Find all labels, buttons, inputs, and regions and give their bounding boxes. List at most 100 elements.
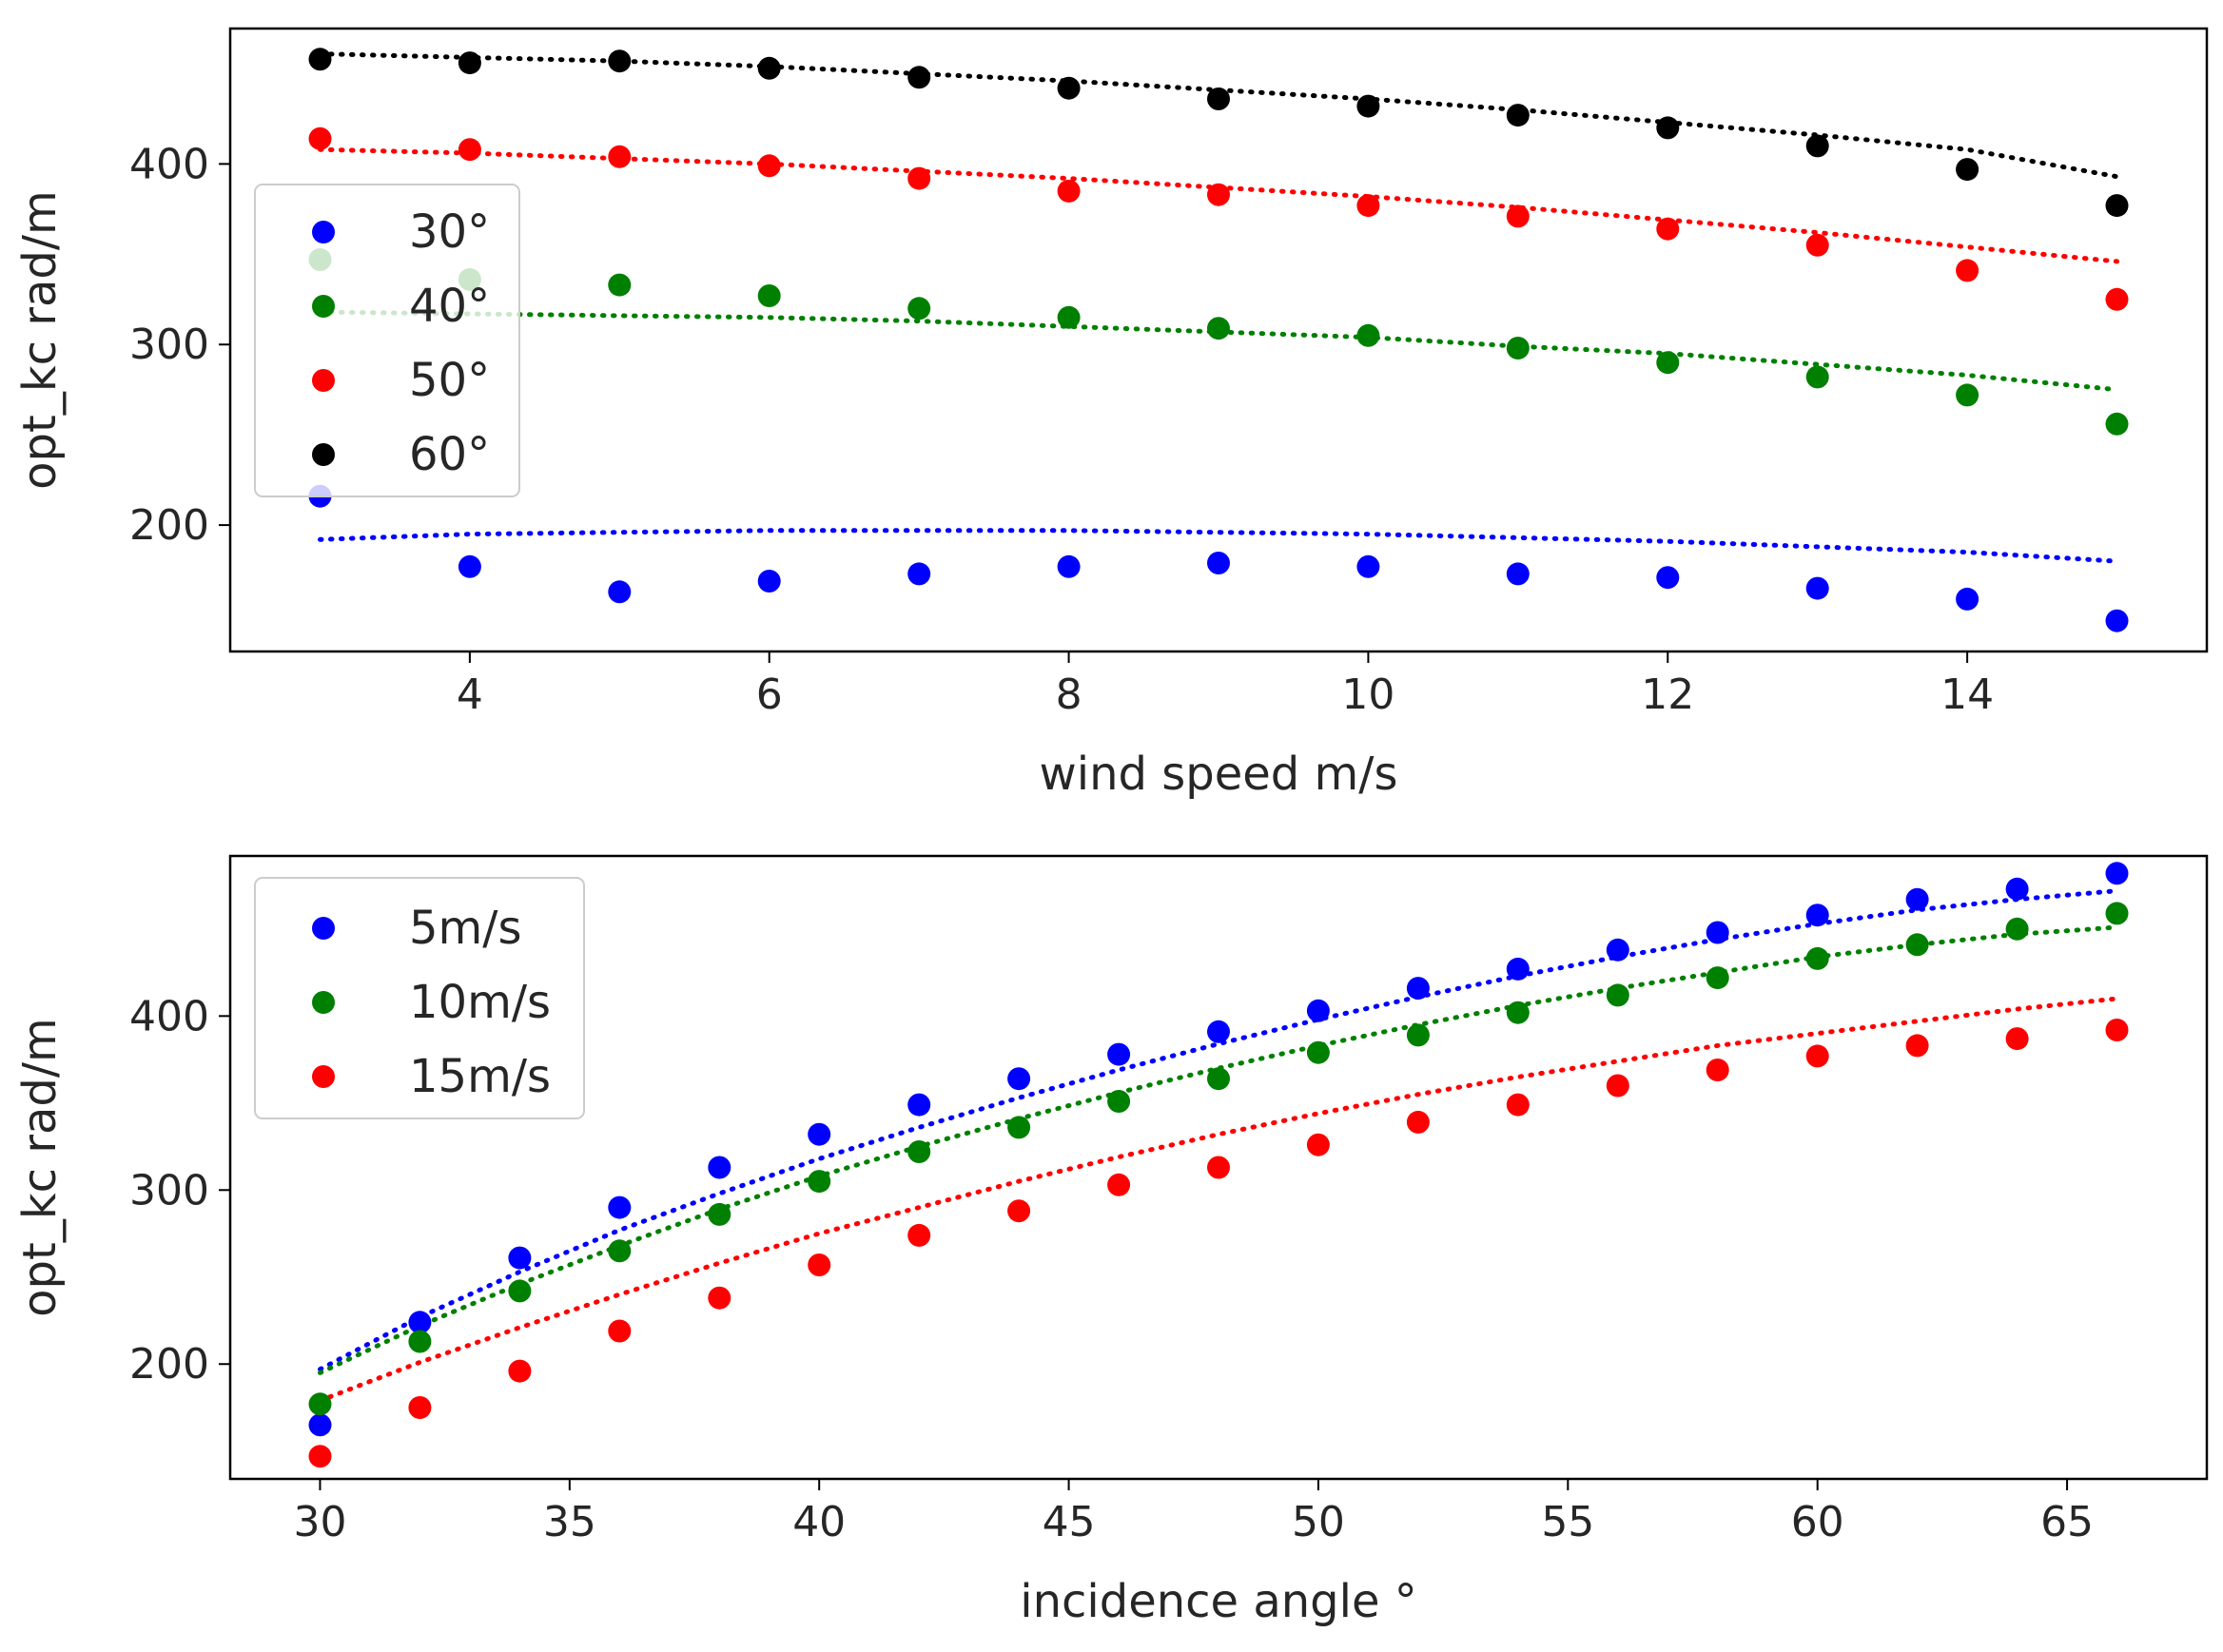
data-point bbox=[1805, 576, 1829, 600]
chart-panel-2: 30 35 40 45 50 55 60 65 200 300 400 incidence angle… bbox=[13, 854, 2209, 1628]
data-point bbox=[708, 1286, 731, 1310]
data-point bbox=[1656, 566, 1680, 590]
data-point bbox=[458, 138, 481, 162]
legend-marker-2 bbox=[312, 295, 335, 318]
data-point bbox=[2105, 412, 2129, 436]
data-point bbox=[757, 56, 781, 80]
data-point bbox=[608, 145, 632, 168]
data-point bbox=[408, 1330, 432, 1353]
data-point bbox=[808, 1170, 831, 1194]
y-tick-label: 200 bbox=[129, 501, 209, 550]
data-point bbox=[1805, 946, 1829, 970]
legend-marker-3 bbox=[312, 1065, 335, 1088]
data-point bbox=[1207, 1020, 1230, 1043]
data-point bbox=[1406, 1110, 1430, 1134]
data-point bbox=[1107, 1173, 1131, 1196]
data-point bbox=[1007, 1116, 1031, 1139]
data-point bbox=[1656, 116, 1680, 140]
data-point bbox=[608, 273, 632, 297]
y-tick-label: 400 bbox=[129, 992, 209, 1040]
x-tick-label: 65 bbox=[2040, 1498, 2094, 1546]
legend: 5m/s 10m/s 15m/s bbox=[254, 877, 585, 1119]
data-point bbox=[308, 1413, 332, 1437]
data-point bbox=[1057, 554, 1081, 578]
data-point bbox=[1606, 1074, 1629, 1098]
data-point bbox=[1107, 1042, 1131, 1066]
data-point bbox=[1356, 323, 1380, 347]
data-point bbox=[1406, 977, 1430, 1001]
data-point bbox=[1207, 1067, 1230, 1091]
data-point bbox=[508, 1279, 532, 1303]
data-point bbox=[1306, 1133, 1330, 1156]
x-tick-label: 35 bbox=[543, 1498, 596, 1546]
legend-marker-3 bbox=[312, 369, 335, 392]
data-point bbox=[1656, 351, 1680, 375]
x-tick-label: 8 bbox=[1056, 671, 1082, 719]
x-tick-label: 60 bbox=[1791, 1498, 1844, 1546]
data-point bbox=[1805, 134, 1829, 158]
x-tick-label: 4 bbox=[457, 671, 483, 719]
fit-line-1 bbox=[318, 528, 2119, 564]
data-point bbox=[808, 1122, 831, 1146]
data-point bbox=[508, 1246, 532, 1270]
data-point bbox=[708, 1156, 731, 1179]
data-point bbox=[907, 1140, 931, 1163]
data-point bbox=[1706, 1059, 1729, 1081]
data-point bbox=[1356, 94, 1380, 118]
data-point bbox=[1506, 204, 1530, 228]
x-tick-label: 10 bbox=[1341, 671, 1394, 719]
data-point bbox=[1805, 365, 1829, 389]
x-axis-label: wind speed m/s bbox=[1040, 748, 1398, 801]
y-tick-label: 300 bbox=[129, 321, 209, 369]
y-tick-label: 200 bbox=[129, 1340, 209, 1389]
data-point bbox=[907, 562, 931, 586]
data-point bbox=[1107, 1090, 1131, 1113]
data-point bbox=[2105, 609, 2129, 632]
x-tick-label: 6 bbox=[756, 671, 783, 719]
legend-label-2: 10m/s bbox=[409, 976, 551, 1029]
legend-label-1: 30° bbox=[409, 205, 490, 259]
data-point bbox=[308, 1445, 332, 1468]
data-point bbox=[608, 1319, 632, 1343]
data-point bbox=[1706, 966, 1729, 990]
data-point bbox=[1706, 921, 1729, 944]
data-point bbox=[1506, 562, 1530, 586]
data-point bbox=[608, 49, 632, 73]
data-point bbox=[1606, 938, 1629, 962]
data-point bbox=[1057, 179, 1081, 203]
data-point bbox=[1805, 1044, 1829, 1068]
x-tick-label: 50 bbox=[1292, 1498, 1345, 1546]
data-point bbox=[757, 570, 781, 593]
legend-label-3: 50° bbox=[409, 354, 490, 407]
data-point bbox=[608, 1239, 632, 1263]
data-point bbox=[1207, 1156, 1230, 1179]
data-point bbox=[1905, 1034, 1929, 1058]
data-point bbox=[1956, 158, 1979, 182]
x-tick-label: 55 bbox=[1541, 1498, 1594, 1546]
data-point bbox=[2005, 1027, 2029, 1051]
data-point bbox=[2105, 902, 2129, 925]
data-point bbox=[1905, 887, 1929, 911]
data-point bbox=[458, 51, 481, 75]
data-point bbox=[1207, 552, 1230, 574]
data-point bbox=[308, 126, 332, 150]
data-point bbox=[1956, 383, 1979, 407]
data-point bbox=[608, 1195, 632, 1219]
data-point bbox=[907, 297, 931, 321]
data-point bbox=[2105, 862, 2129, 885]
data-point bbox=[308, 48, 332, 71]
data-point bbox=[1057, 76, 1081, 100]
data-point bbox=[1406, 1023, 1430, 1047]
plot-frame bbox=[228, 854, 2209, 1481]
data-point bbox=[757, 284, 781, 307]
data-point bbox=[1905, 933, 1929, 957]
legend-label-2: 40° bbox=[409, 280, 490, 333]
data-point bbox=[2105, 1019, 2129, 1041]
data-point bbox=[1506, 957, 1530, 981]
data-point bbox=[1356, 554, 1380, 578]
data-point bbox=[408, 1311, 432, 1334]
y-tick-label: 300 bbox=[129, 1166, 209, 1215]
data-point bbox=[2005, 877, 2029, 901]
data-point bbox=[1207, 183, 1230, 206]
data-point bbox=[1057, 305, 1081, 329]
